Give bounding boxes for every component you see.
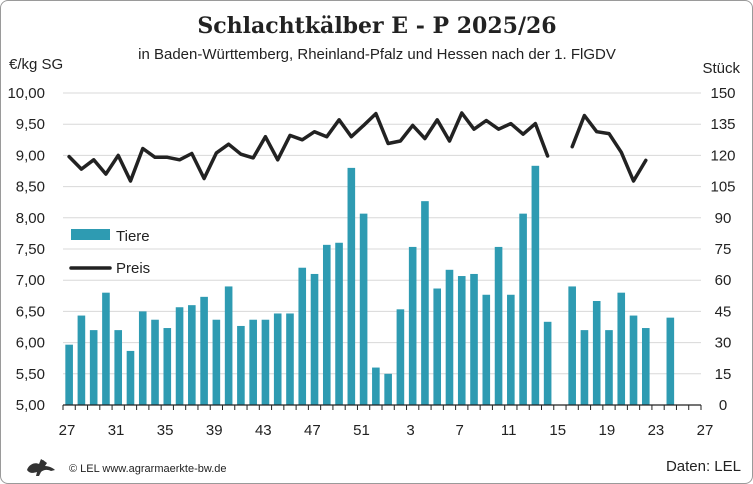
chart-title: Schlachtkälber E - P 2025/26	[197, 13, 556, 39]
lion-logo-icon	[27, 459, 55, 476]
left-tick-label: 9,50	[16, 116, 45, 133]
bar-tiere	[482, 294, 491, 405]
bar-tiere	[298, 267, 307, 405]
bar-tiere	[457, 276, 466, 405]
line-preis	[570, 113, 648, 183]
bar-tiere	[445, 269, 454, 405]
bar-tiere	[77, 315, 86, 405]
bar-tiere	[65, 344, 73, 405]
bar-tiere	[151, 319, 159, 405]
bar-tiere	[592, 301, 601, 405]
right-tick-label: 90	[715, 210, 732, 227]
left-tick-label: 5,00	[16, 397, 45, 414]
bar-tiere	[359, 213, 368, 405]
left-axis-label: €/kg SG	[9, 56, 63, 73]
bar-tiere	[163, 328, 172, 405]
bar-tiere	[261, 319, 270, 405]
left-tick-label: 7,00	[16, 272, 45, 289]
x-tick-label: 35	[157, 422, 174, 439]
bar-tiere	[89, 330, 98, 405]
bar-tiere	[114, 330, 123, 405]
x-tick-label: 39	[206, 422, 223, 439]
bar-tiere	[629, 315, 638, 405]
x-tick-label: 7	[455, 422, 463, 439]
legend: Tiere Preis	[69, 228, 150, 277]
bar-tiere	[408, 246, 417, 405]
left-tick-label: 6,00	[16, 335, 45, 352]
bar-tiere	[237, 325, 245, 405]
bar-tiere	[519, 213, 527, 405]
x-tick-label: 27	[59, 422, 76, 439]
data-source: Daten: LEL	[666, 458, 741, 475]
copyright-text: © LEL www.agrarmaerkte-bw.de	[69, 463, 227, 475]
bar-tiere	[470, 273, 478, 405]
x-tick-label: 23	[648, 422, 665, 439]
line-preis	[67, 111, 550, 183]
left-tick-label: 7,50	[16, 241, 45, 258]
x-tick-label: 43	[255, 422, 272, 439]
chart-subtitle: in Baden-Württemberg, Rheinland-Pfalz un…	[138, 46, 616, 63]
left-tick-label: 8,00	[16, 210, 45, 227]
left-tick-label: 5,50	[16, 366, 45, 383]
bar-tiere	[531, 165, 540, 405]
bar-tiere	[322, 244, 331, 405]
x-tick-label: 11	[501, 422, 517, 439]
right-tick-label: 135	[710, 116, 735, 133]
right-tick-label: 30	[715, 335, 732, 352]
bar-tiere	[138, 311, 147, 405]
bar-tiere	[641, 328, 650, 405]
bar-tiere	[102, 292, 110, 405]
bar-tiere	[421, 201, 429, 405]
left-tick-label: 6,50	[16, 303, 45, 320]
left-tick-label: 8,50	[16, 179, 45, 196]
bar-tiere	[188, 305, 196, 405]
legend-label-preis: Preis	[116, 260, 150, 277]
x-tick-label: 27	[697, 422, 714, 439]
bar-tiere	[286, 313, 294, 405]
right-tick-label: 105	[710, 179, 735, 196]
bar-tiere	[249, 319, 257, 405]
legend-swatch-tiere	[71, 229, 110, 240]
bar-tiere	[666, 317, 675, 405]
x-tick-label: 31	[108, 422, 125, 439]
bar-tiere	[310, 273, 319, 405]
x-tick-label: 47	[304, 422, 321, 439]
legend-label-tiere: Tiere	[116, 228, 150, 245]
right-tick-label: 120	[710, 147, 735, 164]
x-tick-label: 19	[599, 422, 616, 439]
bar-tiere	[175, 307, 184, 405]
right-tick-label: 75	[715, 241, 732, 258]
bar-tiere	[396, 309, 405, 405]
bar-tiere	[224, 286, 233, 405]
bar-tiere	[494, 246, 503, 405]
right-tick-label: 60	[715, 272, 732, 289]
bar-tiere	[568, 286, 576, 405]
bar-tiere	[384, 373, 392, 405]
bar-tiere	[433, 288, 442, 405]
right-tick-label: 150	[710, 85, 735, 102]
right-tick-label: 15	[715, 366, 732, 383]
x-tick-label: 15	[549, 422, 566, 439]
left-tick-label: 10,00	[7, 85, 45, 102]
bar-tiere	[580, 330, 589, 405]
bar-tiere	[605, 330, 613, 405]
bar-tiere	[126, 350, 135, 405]
bar-tiere	[273, 313, 282, 405]
x-tick-label: 3	[406, 422, 414, 439]
bar-tiere	[347, 167, 356, 405]
right-tick-label: 45	[715, 303, 732, 320]
right-axis-label: Stück	[702, 60, 740, 77]
left-tick-label: 9,00	[16, 147, 45, 164]
bar-tiere	[617, 292, 626, 405]
bar-tiere	[372, 367, 380, 405]
bar-tiere	[543, 321, 552, 405]
bar-tiere	[212, 319, 221, 405]
bar-tiere	[200, 296, 208, 405]
bar-tiere	[335, 242, 343, 405]
bar-tiere	[507, 294, 515, 405]
right-tick-label: 0	[719, 397, 727, 414]
x-tick-label: 51	[353, 422, 370, 439]
